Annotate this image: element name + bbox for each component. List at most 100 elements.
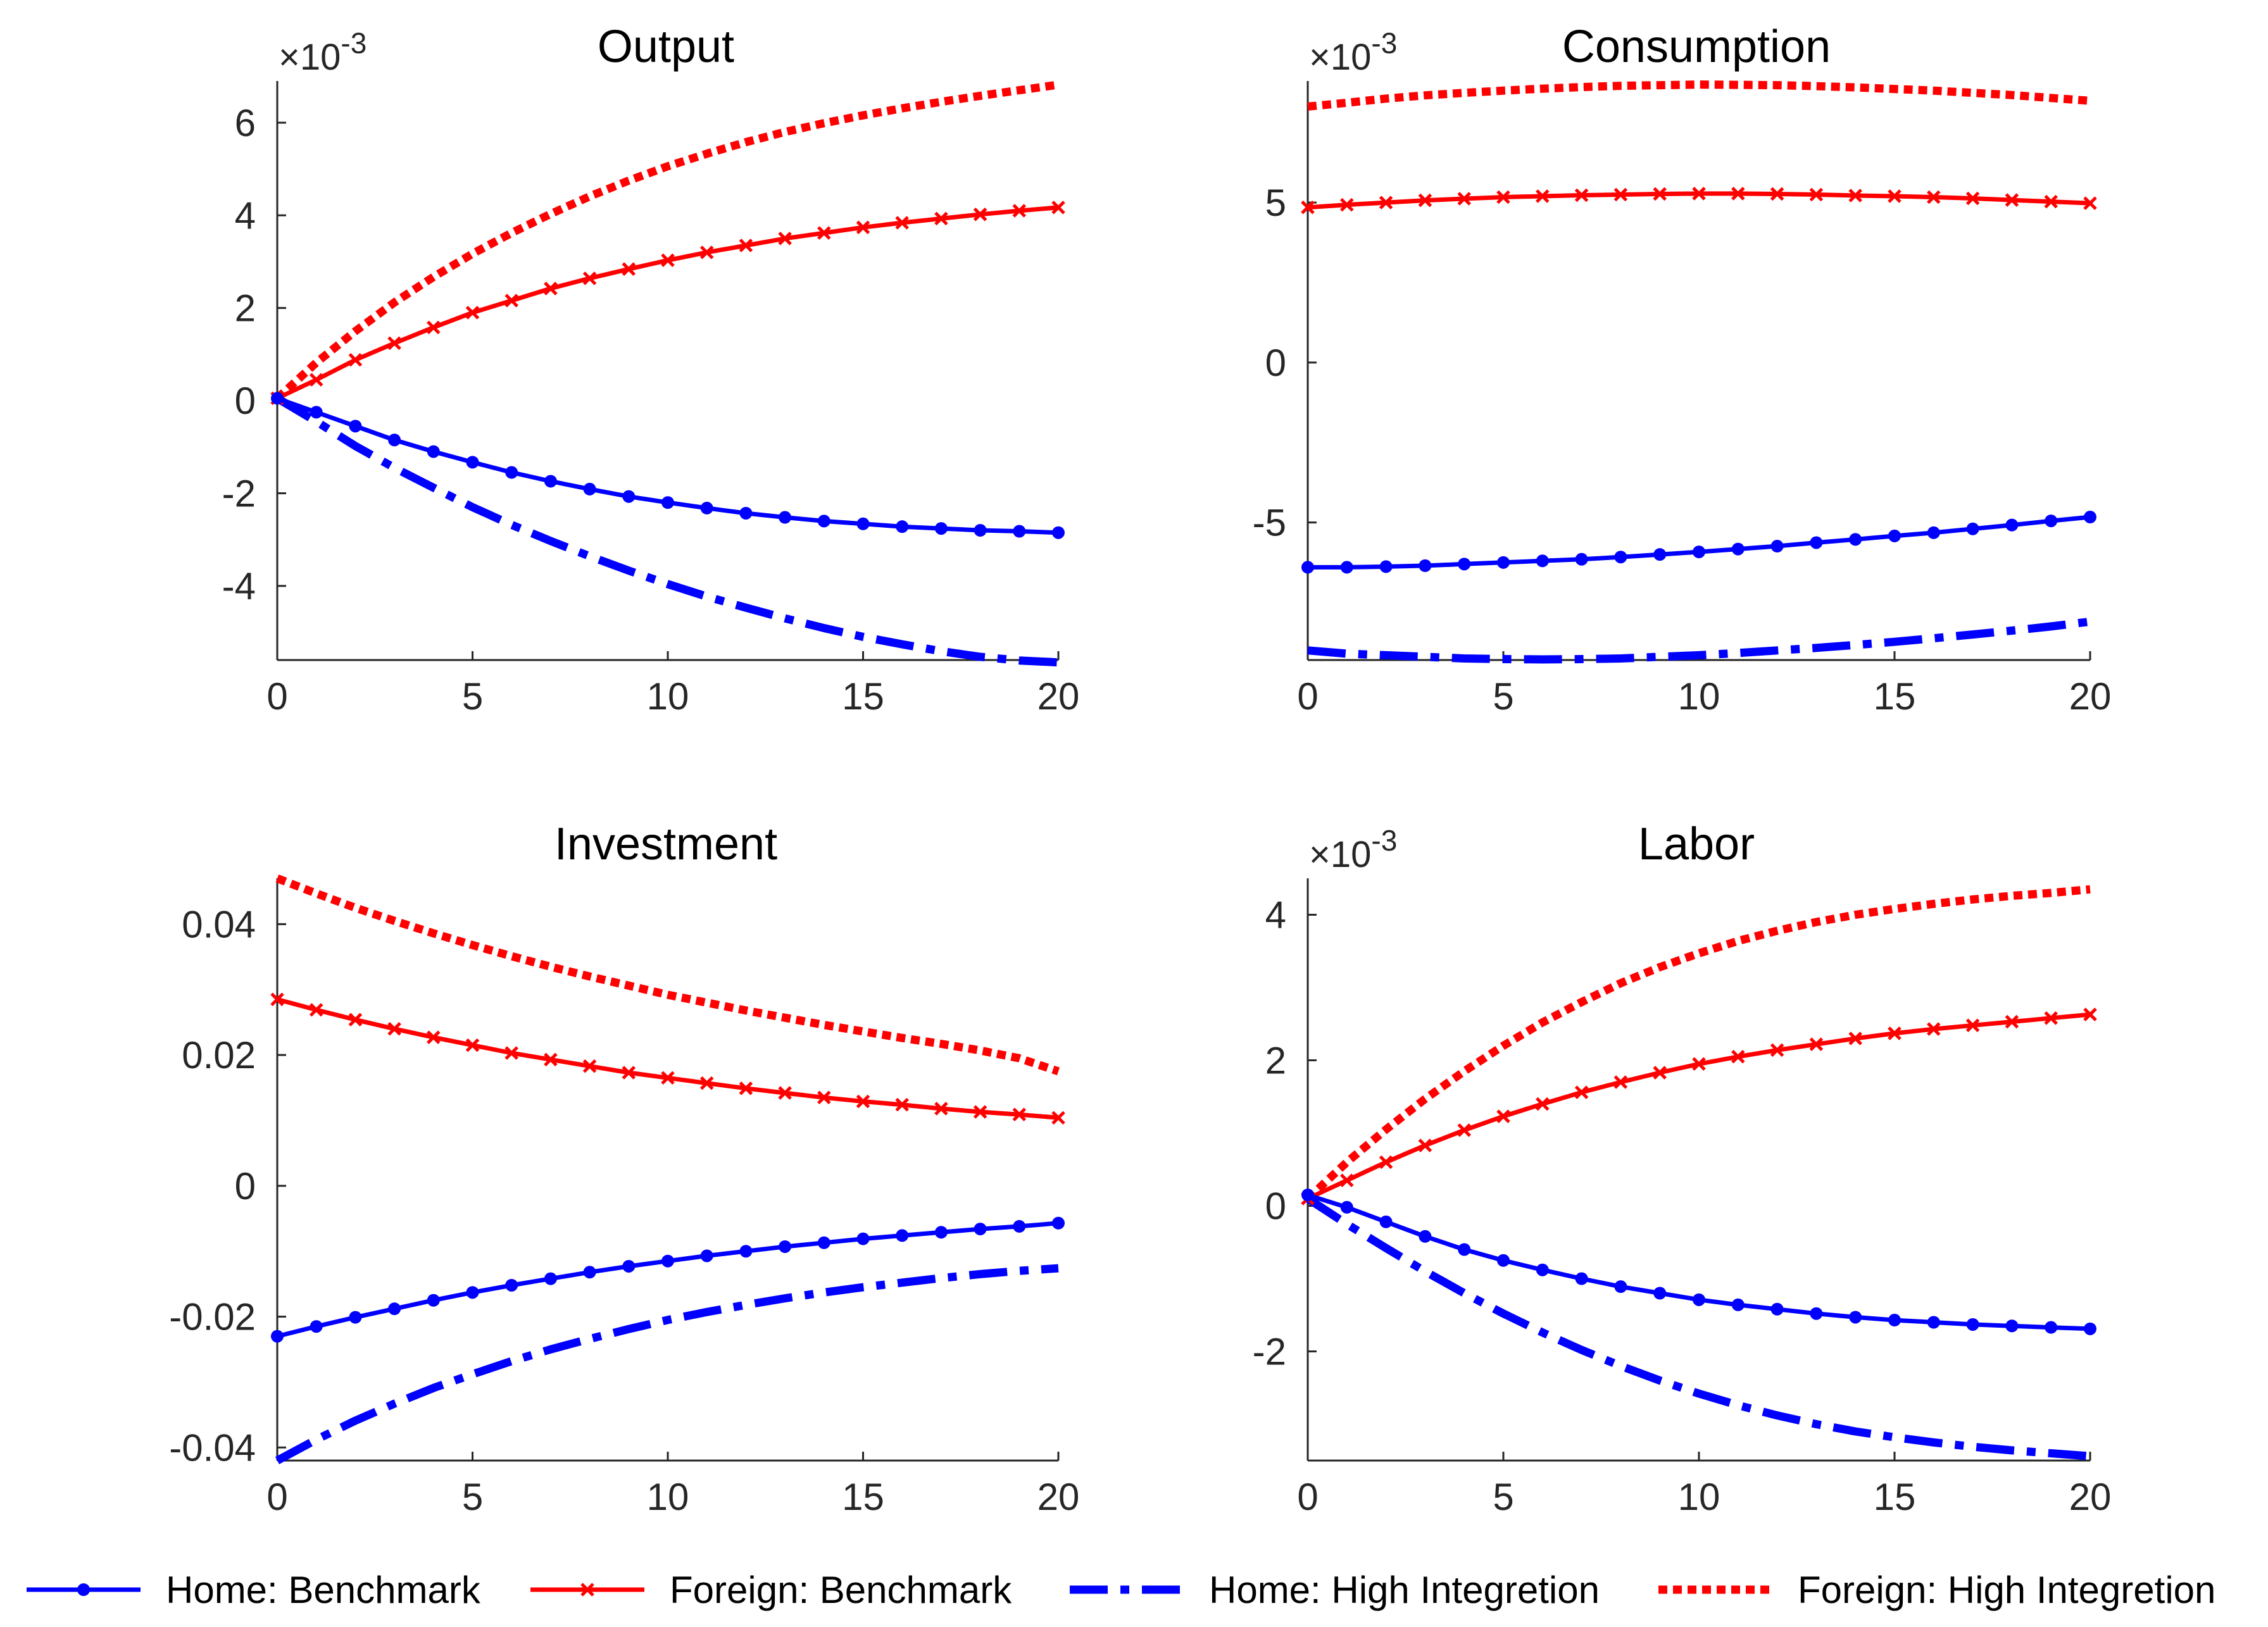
data-point [2044,1011,2058,1025]
data-point [817,226,831,240]
data-point [974,524,987,537]
data-point [1574,188,1589,203]
data-point [1692,1057,1706,1071]
data-point [739,1082,753,1095]
y-tick-label: -2 [222,472,256,514]
x-tick-label: 15 [1874,1476,1916,1518]
data-point [544,1272,557,1285]
x-tick-label: 10 [1678,675,1720,718]
data-point [661,253,675,268]
data-point [1051,201,1065,215]
data-point [388,1302,401,1316]
data-point [1653,1066,1667,1080]
data-point [1536,189,1550,203]
x-tick-label: 20 [2069,675,2112,718]
data-point [2005,1014,2019,1029]
data-point [544,475,557,488]
data-point [1693,545,1705,559]
x-tick-label: 15 [842,675,884,718]
data-point [896,1229,909,1242]
data-point [427,1030,441,1044]
legend-label: Home: High Integretion [1209,1569,1600,1611]
legend-entry-home-high-integretion: Home: High Integretion [1070,1569,1600,1611]
data-point [427,320,441,335]
data-point [582,1059,597,1073]
data-point [1927,526,1940,539]
data-point [1965,191,1980,206]
data-point [661,496,674,509]
data-point [856,220,870,235]
series-line [277,997,1059,1120]
panel-output: Output ×10-3 0 5 10 15 20 -4 -2 0 2 4 6 [222,22,1080,718]
data-point [1888,1314,1901,1327]
y-tick-label: -5 [1253,502,1286,544]
data-point [622,262,636,276]
data-point [1457,192,1471,206]
data-point [1340,1200,1353,1214]
plot-area [1301,80,2097,664]
data-point [466,456,479,469]
data-point [1457,1123,1471,1137]
data-point [388,433,401,447]
data-point [1301,200,1315,215]
data-point [1496,190,1510,204]
x-tick-label: 0 [1297,675,1318,718]
data-point [2005,518,2019,532]
data-point [271,392,284,405]
data-point [1849,1311,1862,1324]
series-line [274,80,1059,402]
data-point [895,1097,909,1112]
data-point [1693,1293,1705,1306]
data-point [1496,1109,1510,1123]
x-tick-label: 10 [1678,1476,1720,1518]
data-point [349,420,362,433]
data-point [1770,540,1784,553]
data-point [661,1071,675,1085]
y-tick-label: 4 [1265,894,1286,937]
data-point [1012,204,1027,218]
data-point [1692,187,1706,201]
plot-area [1301,885,2097,1461]
series-line [1307,617,2091,664]
data-point [1653,1287,1667,1300]
data-point [1849,533,1862,546]
series-line [1306,1012,2091,1201]
data-point [1731,1298,1745,1311]
data-point [1575,552,1588,566]
x-tick-label: 20 [2069,1476,2112,1518]
data-point [817,1090,831,1105]
y-tick-label: 6 [235,102,256,144]
data-point [1731,1049,1745,1064]
x-tick-label: 15 [1874,675,1916,718]
axes: 0 5 10 15 20 -5 0 5 [1253,81,2112,718]
data-point [779,1240,792,1253]
data-point [699,246,714,259]
x-tick-label: 5 [1493,675,1513,718]
data-point [1536,1263,1549,1276]
data-point [817,514,830,528]
x-tick-label: 10 [647,1476,689,1518]
y-tick-label: 0 [235,1165,256,1207]
data-point [2045,1321,2058,1334]
data-point [1848,189,1862,203]
y-tick-label: 0 [235,380,256,422]
series-line [1307,80,2091,111]
data-point [895,216,909,230]
data-point [1301,1188,1314,1202]
y-tick-label: 2 [1265,1040,1286,1082]
data-point [1809,1037,1824,1051]
data-point [1614,551,1627,564]
data-point [973,208,987,221]
y-tick-label: 0 [1265,342,1286,384]
data-point [1810,536,1823,549]
data-point [1927,1316,1940,1329]
y-tick-label: -0.04 [169,1426,256,1469]
panel-title: Output [598,22,734,72]
data-point [778,1086,792,1100]
axes: 0 5 10 15 20 -0.04 -0.02 0 0.02 0.04 [169,878,1079,1518]
data-point [622,490,636,503]
y-tick-label: -4 [222,565,256,608]
y-tick-label: 5 [1265,182,1286,224]
data-point [504,1046,518,1060]
